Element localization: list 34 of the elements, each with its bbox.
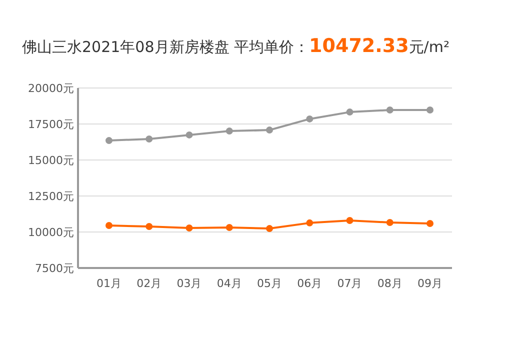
point <box>426 220 434 228</box>
y-tick-label: 10000元 <box>28 226 74 239</box>
point <box>266 225 273 232</box>
x-tick-label: 08月 <box>377 276 402 290</box>
point <box>306 115 314 122</box>
point <box>346 108 354 116</box>
x-tick-label: 04月 <box>216 276 242 290</box>
x-tick-label: 07月 <box>337 276 362 290</box>
point <box>226 128 233 135</box>
point <box>106 137 112 144</box>
point <box>386 218 394 226</box>
x-tick-label: 02月 <box>136 276 162 290</box>
point <box>226 224 233 232</box>
point <box>426 106 434 114</box>
point <box>186 131 193 138</box>
point <box>306 219 314 226</box>
x-tick-label: 05月 <box>257 276 282 290</box>
y-tick-label: 12500元 <box>28 190 74 203</box>
x-tick-label: 01月 <box>96 276 122 290</box>
point <box>146 223 153 230</box>
point <box>386 106 394 114</box>
point <box>346 216 354 224</box>
y-tick-label: 17500元 <box>28 118 74 131</box>
x-tick-label: 06月 <box>297 276 322 290</box>
x-tick-label: 09月 <box>418 276 442 290</box>
point <box>186 224 193 232</box>
point <box>106 222 112 230</box>
y-tick-label: 7500元 <box>35 262 74 275</box>
y-tick-label: 20000元 <box>28 82 74 95</box>
point <box>146 135 153 142</box>
chart-title: 佛山三水2021年08月新房楼盘 平均单价：10472.33元/m² <box>22 35 450 57</box>
point <box>266 126 273 134</box>
y-tick-label: 15000元 <box>28 154 74 167</box>
x-tick-label: 03月 <box>176 276 202 290</box>
